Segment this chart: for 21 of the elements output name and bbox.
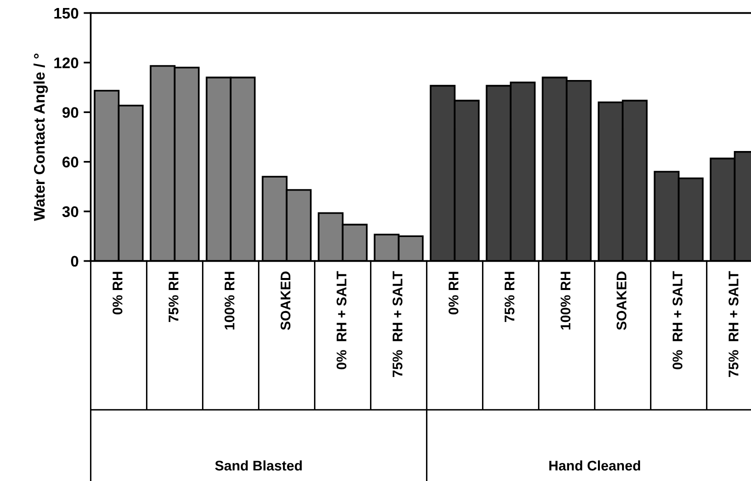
- x-tick-label: 75% RH + SALT: [392, 271, 402, 377]
- x-tick-label: 0% RH + SALT: [672, 271, 682, 370]
- y-tick-label: 0: [71, 256, 78, 267]
- x-tick-label: SOAKED: [616, 272, 626, 330]
- y-tick-label: 120: [54, 57, 78, 68]
- text: Sand Blasted: [215, 460, 302, 471]
- x-tick-label: 75% RH + SALT: [728, 271, 738, 377]
- x-tick-label: 100% RH: [560, 272, 570, 330]
- x-tick-label: 100% RH: [224, 272, 234, 330]
- x-tick-label: 0% RH: [112, 272, 122, 314]
- text: Hand Cleaned: [549, 460, 640, 471]
- x-tick-label: 0% RH: [448, 272, 458, 314]
- y-tick-label: 90: [62, 107, 78, 118]
- y-tick-label: 150: [54, 8, 78, 19]
- y-tick-label: 30: [62, 206, 78, 218]
- x-tick-label: 0% RH + SALT: [336, 271, 346, 370]
- x-tick-label: SOAKED: [280, 272, 290, 330]
- x-tick-label: 75% RH: [168, 272, 178, 322]
- y-tick-label: 60: [62, 156, 78, 168]
- x-tick-label: 75% RH: [504, 272, 514, 322]
- y-axis-title: Water Contact Angle / °: [34, 54, 48, 221]
